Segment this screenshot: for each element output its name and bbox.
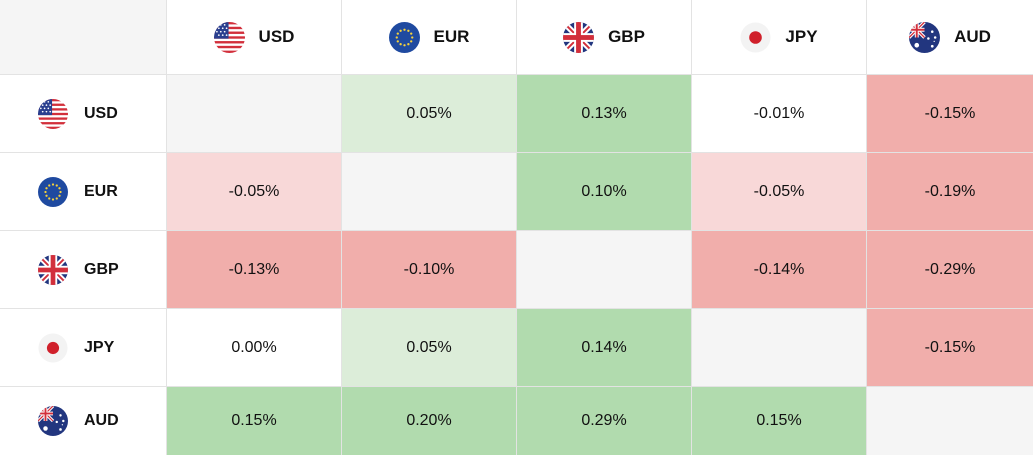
- cell-jpy-eur: 0.05%: [342, 309, 517, 387]
- cell-aud-usd: 0.15%: [167, 387, 342, 455]
- cell-jpy-aud: -0.15%: [867, 309, 1033, 387]
- usa-flag-icon: [214, 22, 245, 53]
- row-header-label: EUR: [84, 182, 118, 200]
- column-header-aud: AUD: [867, 0, 1033, 75]
- row-header-label: JPY: [84, 338, 115, 356]
- column-header-label: GBP: [608, 27, 645, 46]
- column-header-label: EUR: [433, 27, 470, 46]
- cell-jpy-usd: 0.00%: [167, 309, 342, 387]
- row-header-eur: EUR: [0, 153, 167, 231]
- column-header-jpy: JPY: [692, 0, 867, 75]
- cell-usd-eur: 0.05%: [342, 75, 517, 153]
- cell-jpy-jpy: [692, 309, 867, 387]
- column-header-eur: EUR: [342, 0, 517, 75]
- row-header-gbp: GBP: [0, 231, 167, 309]
- column-header-usd: USD: [167, 0, 342, 75]
- eu-flag-icon: [38, 177, 68, 207]
- row-header-usd: USD: [0, 75, 167, 153]
- row-header-jpy: JPY: [0, 309, 167, 387]
- column-header-label: JPY: [785, 27, 818, 46]
- column-header-gbp: GBP: [517, 0, 692, 75]
- corner-cell: [0, 0, 167, 75]
- row-header-label: GBP: [84, 260, 119, 278]
- cell-eur-gbp: 0.10%: [517, 153, 692, 231]
- cell-gbp-jpy: -0.14%: [692, 231, 867, 309]
- japan-flag-icon: [38, 333, 68, 363]
- row-header-aud: AUD: [0, 387, 167, 455]
- cell-usd-jpy: -0.01%: [692, 75, 867, 153]
- row-header-label: AUD: [84, 412, 119, 429]
- usa-flag-icon: [38, 99, 68, 129]
- cell-aud-jpy: 0.15%: [692, 387, 867, 455]
- cell-usd-usd: [167, 75, 342, 153]
- cell-gbp-gbp: [517, 231, 692, 309]
- cell-eur-usd: -0.05%: [167, 153, 342, 231]
- australia-flag-icon: [38, 406, 68, 436]
- cell-eur-eur: [342, 153, 517, 231]
- cell-aud-eur: 0.20%: [342, 387, 517, 455]
- column-header-label: AUD: [954, 27, 991, 46]
- cell-aud-gbp: 0.29%: [517, 387, 692, 455]
- eu-flag-icon: [389, 22, 420, 53]
- cell-eur-jpy: -0.05%: [692, 153, 867, 231]
- cell-jpy-gbp: 0.14%: [517, 309, 692, 387]
- japan-flag-icon: [740, 22, 771, 53]
- row-header-label: USD: [84, 104, 118, 122]
- column-header-label: USD: [258, 27, 295, 46]
- cell-gbp-aud: -0.29%: [867, 231, 1033, 309]
- australia-flag-icon: [909, 22, 940, 53]
- cell-eur-aud: -0.19%: [867, 153, 1033, 231]
- uk-flag-icon: [38, 255, 68, 285]
- cell-gbp-eur: -0.10%: [342, 231, 517, 309]
- cell-gbp-usd: -0.13%: [167, 231, 342, 309]
- cell-usd-aud: -0.15%: [867, 75, 1033, 153]
- cell-aud-aud: [867, 387, 1033, 455]
- cell-usd-gbp: 0.13%: [517, 75, 692, 153]
- uk-flag-icon: [563, 22, 594, 53]
